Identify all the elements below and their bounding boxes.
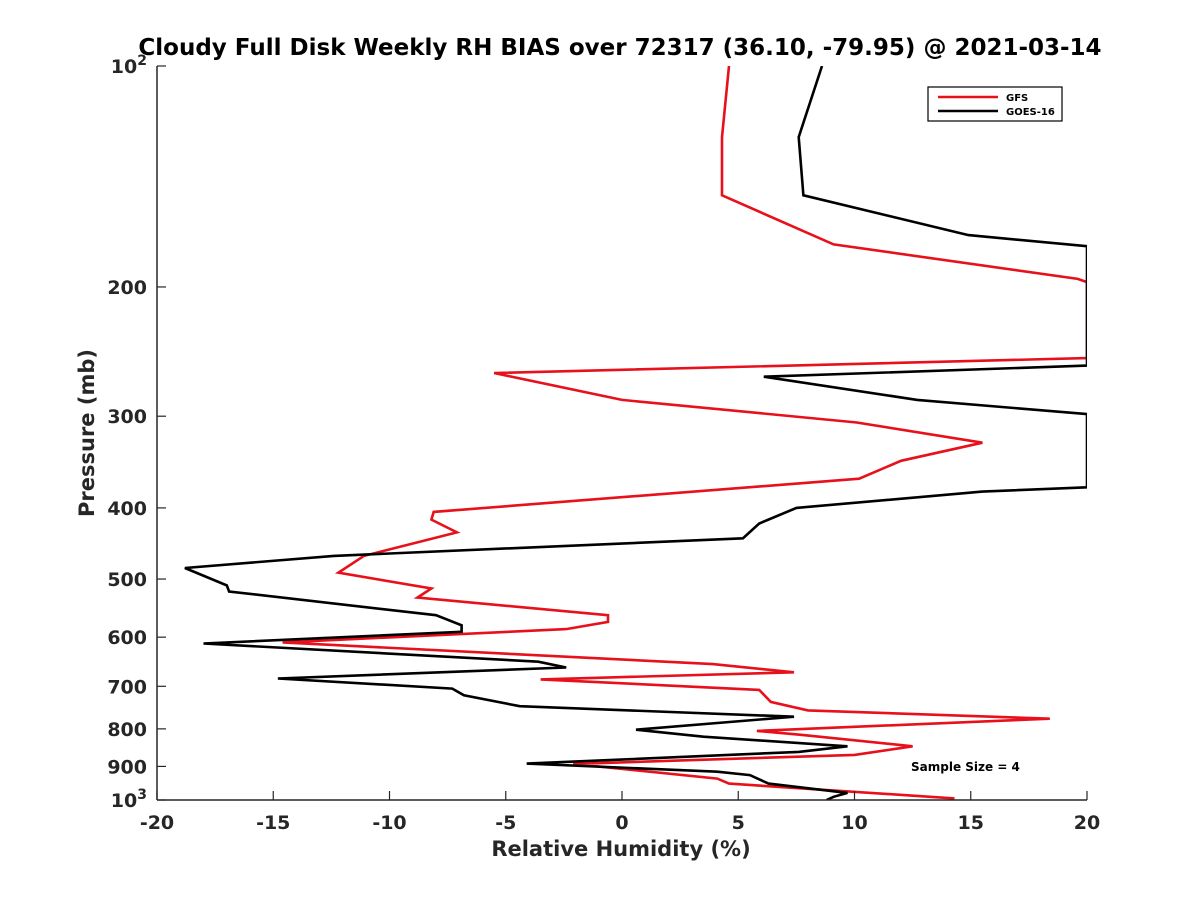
x-tick-label: -20 [140, 812, 174, 834]
x-tick-label: 20 [1074, 812, 1100, 834]
y-axis-label: Pressure (mb) [75, 349, 99, 517]
series-line-gfs [282, 66, 1087, 800]
plot-area [184, 66, 1087, 800]
legend: GFS GOES-16 [927, 86, 1063, 122]
legend-label: GOES-16 [1006, 107, 1055, 118]
y-tick-label: 700 [107, 676, 147, 698]
y-tick-label: 900 [107, 756, 147, 778]
x-tick-label: 10 [841, 812, 867, 834]
y-tick-label: 300 [107, 406, 147, 428]
y-tick-label: 600 [107, 627, 147, 649]
y-tick-label: 200 [107, 277, 147, 299]
legend-label: GFS [1006, 93, 1028, 104]
axes: -20 -15 -10 -5 0 5 10 15 20 102 200 300 400 500 600 700… [107, 53, 1100, 834]
legend-box [927, 86, 1063, 122]
y-tick-label: 500 [107, 569, 147, 591]
y-tick-label: 400 [107, 498, 147, 520]
y-tick-label: 103 [111, 787, 147, 812]
y-tick-label: 102 [111, 53, 147, 78]
x-tick-label: -10 [372, 812, 406, 834]
x-tick-label: 5 [732, 812, 745, 834]
chart-title: Cloudy Full Disk Weekly RH BIAS over 723… [138, 35, 1101, 61]
x-tick-label: -5 [495, 812, 516, 834]
series-line-goes-16 [184, 66, 1087, 800]
sample-size-annotation: Sample Size = 4 [911, 760, 1020, 774]
y-tick-label: 800 [107, 719, 147, 741]
x-tick-label: -15 [256, 812, 290, 834]
x-axis-label: Relative Humidity (%) [491, 837, 750, 861]
x-tick-label: 15 [958, 812, 984, 834]
x-tick-label: 0 [615, 812, 628, 834]
